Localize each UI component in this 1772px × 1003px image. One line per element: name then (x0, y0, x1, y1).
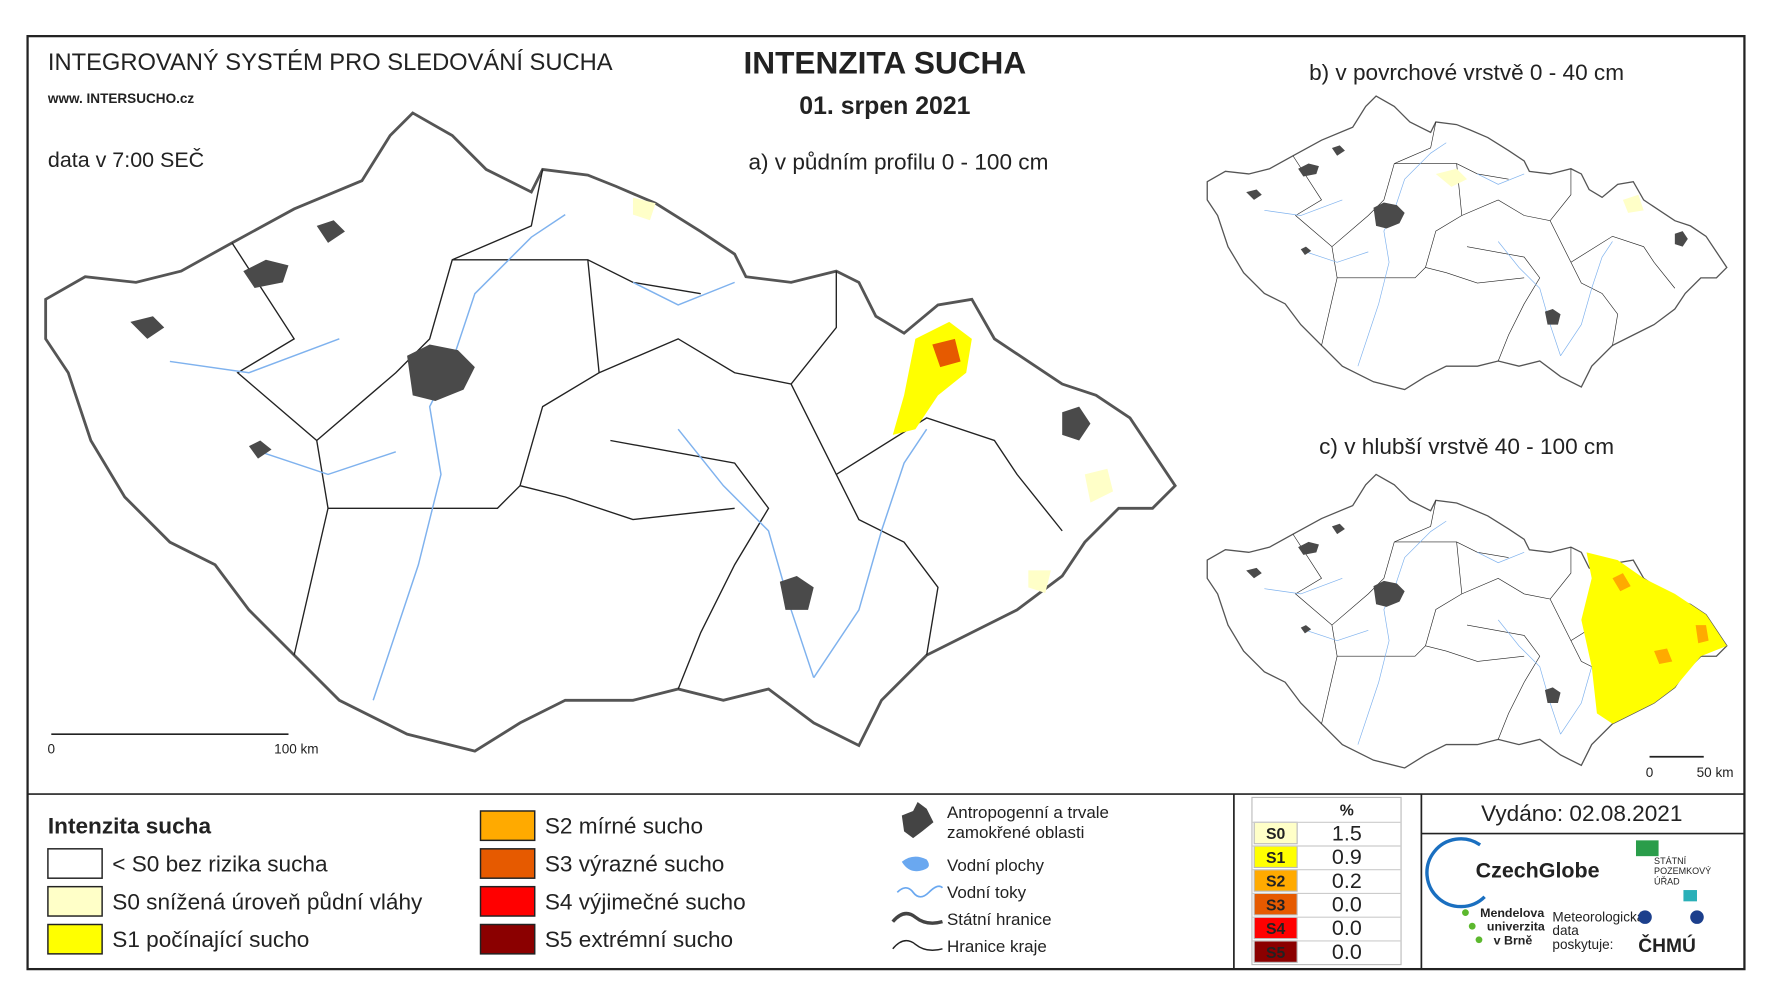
class-percent: 0.0 (1332, 916, 1362, 940)
icon-water (901, 856, 929, 872)
system-name: INTEGROVANÝ SYSTÉM PRO SLEDOVÁNÍ SUCHA (48, 49, 613, 76)
title: INTENZITA SUCHA (744, 44, 1027, 80)
feature-label: Hranice kraje (947, 937, 1047, 956)
feature-label: Antropogenní a trvale (947, 803, 1109, 822)
map-c (1207, 474, 1727, 768)
legend-label: S4 výjimečné sucho (545, 889, 746, 914)
map-b (1207, 96, 1727, 390)
legend-swatch (47, 848, 103, 879)
scale-start: 0 (1646, 765, 1654, 780)
logo-dot (1690, 910, 1704, 924)
icon-river (896, 885, 944, 898)
class-code: S1 (1266, 850, 1286, 867)
feature-label: Státní hranice (947, 910, 1052, 929)
map-label: c) v hlubší vrstvě 40 - 100 cm (1319, 434, 1614, 459)
logo-chmi: ČHMÚ (1638, 935, 1696, 957)
legend-label: S5 extrémní sucho (545, 927, 733, 952)
logo-arc (1425, 837, 1486, 909)
map-label: a) v půdním profilu 0 - 100 cm (748, 149, 1048, 174)
logo-chmi-note: Meteorologická data poskytuje: (1552, 910, 1644, 952)
logo-dot (1638, 910, 1652, 924)
scale-start: 0 (48, 741, 56, 756)
class-percent: 0.9 (1332, 845, 1362, 869)
date: 01. srpen 2021 (799, 93, 970, 120)
map-label: b) v povrchové vrstvě 0 - 40 cm (1309, 60, 1624, 85)
feature-label: zamokřené oblasti (947, 823, 1084, 842)
legend-label: S1 počínající sucho (112, 927, 309, 952)
drought-s2 (1612, 573, 1709, 665)
class-code: S4 (1266, 921, 1286, 938)
icon-region (892, 939, 943, 952)
logo-dot (1468, 922, 1476, 930)
scale-end: 100 km (274, 741, 318, 756)
legend-label: S3 výrazné sucho (545, 851, 724, 876)
legend-title: Intenzita sucha (48, 814, 212, 839)
class-code: S5 (1266, 945, 1286, 962)
feature-label: Vodní plochy (947, 856, 1045, 875)
scale-end: 50 km (1697, 765, 1734, 780)
drought-s3 (932, 338, 961, 368)
stats-header: % (1340, 803, 1354, 820)
legend-swatch (47, 885, 103, 917)
legend-swatch (479, 885, 536, 917)
class-percent: 0.0 (1332, 893, 1362, 917)
icon-border (891, 911, 943, 925)
legend-swatch (479, 810, 536, 842)
class-code: S0 (1266, 826, 1286, 843)
legend-swatch (479, 923, 536, 955)
website[interactable]: www. INTERSUCHO.cz (47, 91, 194, 106)
legend-label: S0 snížená úroveň půdní vláhy (112, 889, 423, 914)
issued: Vydáno: 02.08.2021 (1481, 801, 1682, 826)
class-percent: 0.0 (1332, 940, 1362, 964)
legend-label: < S0 bez rizika sucha (112, 851, 328, 876)
feature-label: Vodní toky (947, 883, 1027, 902)
legend-label: S2 mírné sucho (545, 814, 703, 839)
map-a: 0 100 km (46, 113, 1176, 756)
logo-mark (1635, 840, 1659, 857)
drought-s0 (1435, 168, 1644, 213)
class-percent: 1.5 (1332, 821, 1362, 845)
logo-czechglobe: CzechGlobe (1476, 859, 1600, 883)
legend: < S0 bez rizika sucha S0 snížená úroveň p… (47, 810, 746, 955)
logos: CzechGlobe STÁTNÍ POZEMKOVÝ ÚŘAD Mendelova… (1425, 837, 1711, 957)
stats-table: % S0 1.5 S1 0.9 S2 0.2 S3 0.0 S4 0.0 S5 0.0 (1251, 796, 1402, 966)
time-note: data v 7:00 SEČ (48, 147, 204, 172)
drought-s1 (1581, 552, 1727, 724)
table-frame (1251, 796, 1402, 966)
logo-spu: STÁTNÍ POZEMKOVÝ ÚŘAD (1654, 856, 1711, 886)
logo-dot (1475, 936, 1483, 944)
class-code: S2 (1266, 874, 1286, 891)
logo-dot (1462, 909, 1469, 917)
legend-swatch (47, 923, 103, 955)
logo-mark (1683, 890, 1697, 902)
logo-mendelu: Mendelova univerzita v Brně (1480, 906, 1545, 947)
class-percent: 0.2 (1332, 869, 1362, 893)
icon-urban (901, 801, 934, 839)
legend-swatch (479, 848, 536, 879)
class-code: S3 (1266, 897, 1286, 914)
